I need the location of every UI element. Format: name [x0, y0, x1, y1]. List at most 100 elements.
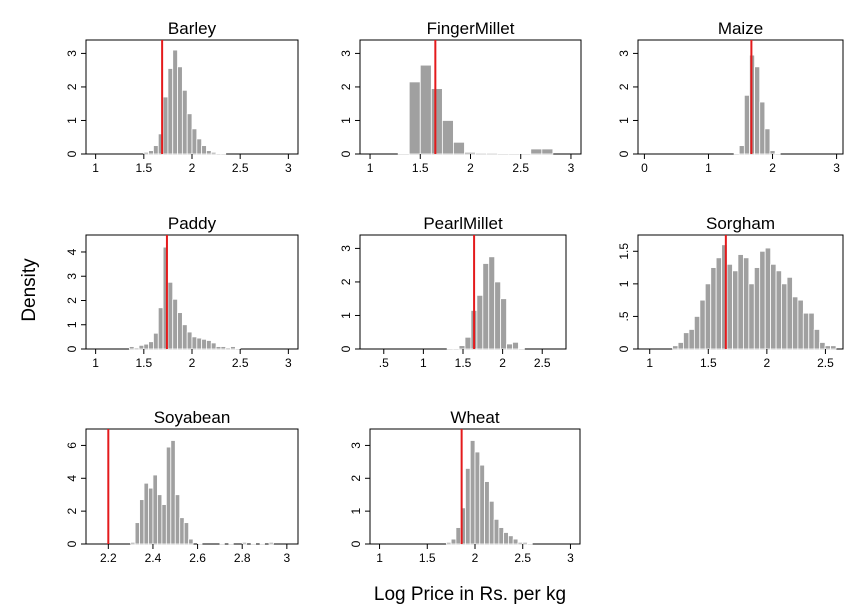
histogram-bar [484, 481, 490, 545]
histogram-bar [813, 329, 821, 350]
histogram-bar [148, 341, 154, 350]
histogram-bar [408, 81, 421, 155]
histogram-bar [157, 307, 164, 350]
histogram-bar [764, 247, 772, 350]
y-tick-label: 1 [617, 117, 631, 124]
histogram-bar [500, 298, 507, 350]
y-tick-label: 1 [65, 321, 79, 328]
histogram-bar [210, 151, 217, 155]
histogram-bar [210, 342, 217, 350]
histogram-bar [737, 254, 744, 350]
histogram-bar [527, 542, 533, 545]
histogram-bar [497, 152, 510, 155]
histogram-bar [153, 332, 159, 350]
histogram-bar [397, 152, 410, 155]
histogram-bar [225, 347, 231, 350]
histogram-bar [469, 440, 476, 545]
x-tick-label: 2 [472, 551, 479, 565]
histogram-bar [455, 527, 462, 545]
histogram-bar [797, 299, 804, 350]
y-tick-label: 0 [339, 150, 353, 157]
histogram-bar [170, 440, 176, 545]
histogram-bar [733, 152, 740, 155]
histogram-bar [206, 340, 212, 350]
histogram-bar [162, 96, 169, 155]
histogram-bar [179, 517, 185, 545]
histogram-bar [498, 527, 505, 545]
y-tick-label: 0 [339, 345, 353, 352]
histogram-bar [174, 494, 181, 545]
histogram-bar [152, 474, 158, 545]
panel-title: FingerMillet [427, 19, 515, 38]
histogram-bar [791, 296, 799, 350]
histogram-bar [172, 298, 178, 350]
x-tick-label: 2.5 [512, 161, 529, 175]
panel-3: Paddy 1 1.5 2 2.5 3 0 1 2 3 4 [65, 214, 299, 370]
histogram-bar [446, 347, 454, 350]
y-tick-label: 6 [65, 442, 79, 449]
x-tick-label: 2.5 [514, 551, 531, 565]
histogram-bar [148, 487, 154, 545]
panel-1: FingerMillet 1 1.5 2 2.5 3 0 1 2 3 [339, 19, 582, 175]
y-tick-label: 3 [617, 50, 631, 57]
x-tick-label: 2.5 [817, 356, 834, 370]
x-tick-label: 2 [467, 161, 474, 175]
histogram-bar [196, 337, 203, 350]
x-tick-label: 2.5 [232, 161, 249, 175]
x-tick-label: 2 [769, 161, 776, 175]
histogram-bar [819, 342, 826, 350]
y-tick-label: 1 [339, 312, 353, 319]
histogram-bar [512, 341, 519, 350]
panel-7: Wheat 1 1.5 2 2.5 3 0 1 2 3 [349, 408, 581, 565]
y-tick-label: 1 [65, 117, 79, 124]
x-tick-label: 1.5 [135, 356, 152, 370]
x-tick-label: 1.5 [419, 551, 436, 565]
panel-title: Soyabean [154, 408, 231, 427]
x-tick-label: .5 [379, 356, 389, 370]
histogram-bar [220, 346, 227, 350]
histogram-bar [488, 500, 495, 545]
histogram-bar [738, 145, 745, 155]
histogram-bar [139, 499, 145, 545]
histogram-bar [143, 151, 150, 155]
histogram-bar [519, 152, 532, 155]
histogram-bar [464, 336, 472, 350]
panel-5: Sorgham 1 1.5 2 2.5 0 .5 1 1.5 [617, 214, 844, 370]
y-tick-label: 2 [65, 297, 79, 304]
histogram-bar [186, 331, 193, 350]
histogram-bar [181, 324, 188, 350]
x-tick-label: 3 [568, 161, 575, 175]
histogram-bar [824, 345, 831, 350]
x-tick-label: 2.5 [232, 356, 249, 370]
histogram-bar [506, 343, 513, 350]
histogram-bar [133, 347, 140, 350]
y-tick-label: 2 [339, 278, 353, 285]
x-tick-label: 2 [189, 356, 196, 370]
histogram-bar [157, 494, 163, 545]
histogram-bar [183, 522, 190, 545]
y-tick-label: 0 [617, 345, 631, 352]
histogram-bar [517, 541, 524, 545]
x-tick-label: 3 [567, 551, 574, 565]
histogram-bar [172, 49, 178, 155]
histogram-bar [503, 532, 509, 545]
y-tick-label: 2 [65, 507, 79, 514]
histogram-bar [808, 312, 815, 350]
histogram-bar [215, 152, 222, 155]
histogram-bar [786, 276, 793, 350]
histogram-bar [774, 152, 781, 155]
histogram-bar [775, 270, 782, 350]
histogram-bar [486, 152, 499, 155]
histogram-bar [445, 541, 452, 545]
histogram-bar [161, 504, 167, 545]
histogram-bar [181, 89, 188, 155]
histogram-bar [748, 283, 755, 350]
histogram-bar [430, 88, 443, 155]
panel-title: PearlMillet [423, 214, 503, 233]
histogram-bar [488, 256, 496, 350]
histogram-bar [128, 346, 135, 350]
panel-title: Barley [168, 19, 217, 38]
histogram-bar [228, 542, 234, 545]
histogram-bar [677, 342, 684, 350]
